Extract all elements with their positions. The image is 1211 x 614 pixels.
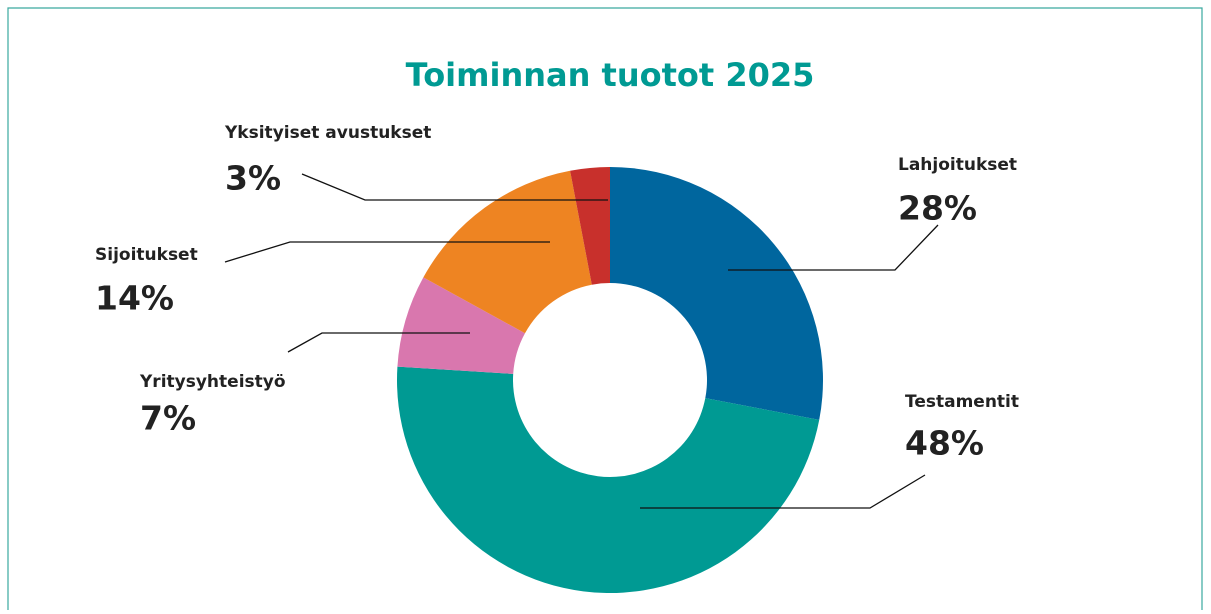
slice-label: Testamentit: [905, 392, 1019, 412]
frame: [7, 7, 1203, 610]
slice-value: 3%: [225, 159, 281, 198]
donut-slice: [423, 170, 592, 334]
slice-value: 7%: [140, 399, 196, 438]
leader-line: [224, 241, 550, 263]
slice-label: Yritysyhteistyö: [139, 372, 286, 392]
donut-slice: [397, 277, 525, 374]
leader-line: [640, 474, 926, 509]
donut-slice: [570, 167, 610, 285]
chart-title: Toiminnan tuotot 2025: [406, 56, 815, 94]
slice-label: Yksityiset avustukset: [224, 123, 431, 143]
slice-label: Sijoitukset: [95, 245, 198, 265]
slice-label: Lahjoitukset: [898, 155, 1017, 175]
donut-slice: [397, 366, 820, 593]
slice-value: 28%: [898, 189, 977, 228]
donut-slice: [610, 167, 823, 420]
leader-line: [301, 173, 608, 201]
slice-value: 48%: [905, 424, 984, 463]
leader-line: [287, 332, 470, 353]
leader-line: [728, 224, 939, 271]
slice-value: 14%: [95, 279, 174, 318]
